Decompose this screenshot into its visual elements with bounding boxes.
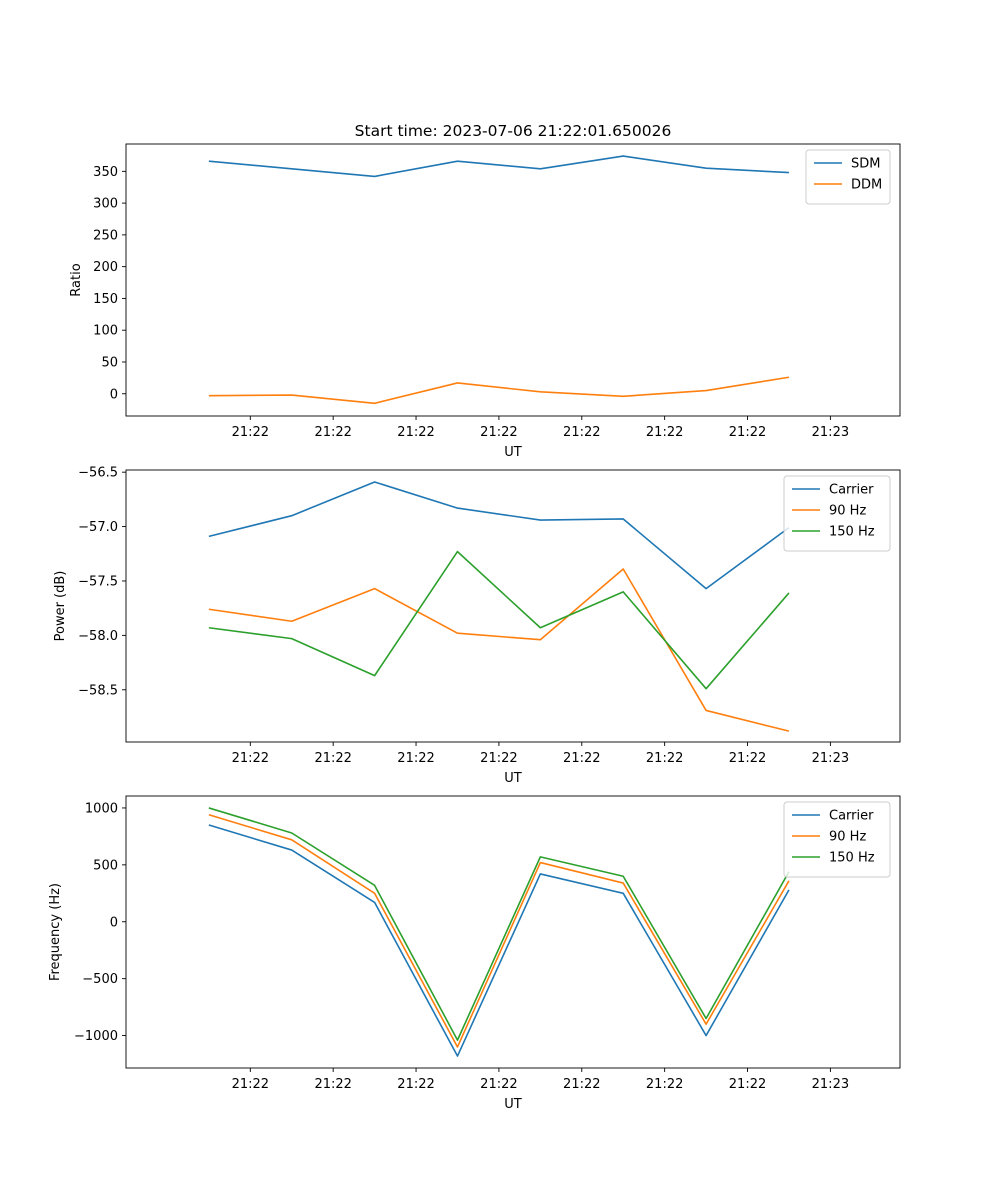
- y-tick-label: 300: [93, 197, 118, 212]
- legend-label: 150 Hz: [829, 525, 875, 540]
- y-tick-label: 100: [93, 324, 118, 339]
- y-tick-label: 1000: [85, 801, 118, 816]
- legend-label: DDM: [851, 178, 882, 193]
- legend: SDM DDM: [805, 149, 891, 205]
- x-tick-label: 21:22: [480, 751, 517, 766]
- legend-label: 90 Hz: [829, 504, 866, 519]
- series-line-90-hz: [208, 568, 790, 732]
- x-tick-label: 21:22: [397, 1077, 434, 1092]
- x-tick-label: 21:22: [232, 751, 269, 766]
- x-tick-label: 21:22: [314, 751, 351, 766]
- y-axis-label: Ratio: [69, 263, 84, 296]
- y-tick-label: −500: [82, 972, 118, 987]
- x-tick-label: 21:22: [646, 425, 683, 440]
- y-tick-label: 150: [93, 292, 118, 307]
- y-tick-label: −1000: [74, 1029, 118, 1044]
- chart-title: Start time: 2023-07-06 21:22:01.650026: [355, 122, 672, 140]
- y-tick-label: 0: [110, 387, 118, 402]
- x-tick-label: 21:22: [480, 1077, 517, 1092]
- legend-frame: [783, 801, 891, 878]
- x-tick-label: 21:22: [232, 1077, 269, 1092]
- y-tick-label: −57.0: [78, 520, 118, 535]
- y-tick-label: −57.5: [78, 574, 118, 589]
- y-tick-label: 350: [93, 165, 118, 180]
- series-line-carrier: [208, 481, 790, 590]
- legend-label: 150 Hz: [829, 851, 875, 866]
- y-axis-label: Power (dB): [53, 571, 68, 642]
- x-tick-label: 21:23: [812, 1077, 849, 1092]
- series-line-carrier: [208, 824, 790, 1057]
- x-tick-label: 21:22: [314, 425, 351, 440]
- x-axis-label: UT: [504, 445, 522, 460]
- x-tick-label: 21:22: [729, 425, 766, 440]
- y-tick-label: 250: [93, 228, 118, 243]
- legend: Carrier 90 Hz 150 Hz: [783, 801, 891, 878]
- y-tick-label: −58.5: [78, 683, 118, 698]
- y-tick-label: 200: [93, 260, 118, 275]
- legend-label: SDM: [851, 157, 880, 172]
- legend-label: 90 Hz: [829, 830, 866, 845]
- series-line-sdm: [208, 155, 790, 178]
- x-tick-label: 21:22: [563, 751, 600, 766]
- x-tick-label: 21:22: [729, 1077, 766, 1092]
- legend-label: Carrier: [829, 809, 874, 824]
- x-axis-label: UT: [504, 1097, 522, 1112]
- y-tick-label: 50: [101, 355, 118, 370]
- legend-frame: [783, 475, 891, 552]
- legend-label: Carrier: [829, 483, 874, 498]
- series-line-90-hz: [208, 814, 790, 1048]
- x-tick-label: 21:22: [480, 425, 517, 440]
- x-tick-label: 21:22: [729, 751, 766, 766]
- y-tick-label: 0: [110, 915, 118, 930]
- x-axis-label: UT: [504, 771, 522, 786]
- series-line-150-hz: [208, 807, 790, 1041]
- x-tick-label: 21:22: [563, 425, 600, 440]
- y-tick-label: −58.0: [78, 629, 118, 644]
- x-tick-label: 21:22: [232, 425, 269, 440]
- y-tick-label: 500: [93, 858, 118, 873]
- axes-frame: [125, 469, 901, 743]
- chart-panel-2: 21:22 21:22 21:22 21:22 21:22 21:22 21:22 21:23…: [53, 466, 901, 786]
- x-tick-label: 21:23: [812, 425, 849, 440]
- x-tick-label: 21:22: [646, 751, 683, 766]
- series-line-150-hz: [208, 550, 790, 690]
- x-tick-label: 21:22: [314, 1077, 351, 1092]
- x-tick-label: 21:22: [646, 1077, 683, 1092]
- chart-panel-1: Start time: 2023-07-06 21:22:01.650026 21…: [69, 122, 901, 460]
- chart-panel-3: 21:22 21:22 21:22 21:22 21:22 21:22 21:22 21:23…: [48, 795, 901, 1112]
- y-axis-label: Frequency (Hz): [48, 883, 63, 981]
- x-tick-label: 21:23: [812, 751, 849, 766]
- series-line-ddm: [208, 376, 790, 405]
- y-tick-label: −56.5: [78, 466, 118, 481]
- axes-frame: [125, 795, 901, 1069]
- legend: Carrier 90 Hz 150 Hz: [783, 475, 891, 552]
- axes-frame: [125, 143, 901, 417]
- x-tick-label: 21:22: [397, 425, 434, 440]
- x-tick-label: 21:22: [563, 1077, 600, 1092]
- x-tick-label: 21:22: [397, 751, 434, 766]
